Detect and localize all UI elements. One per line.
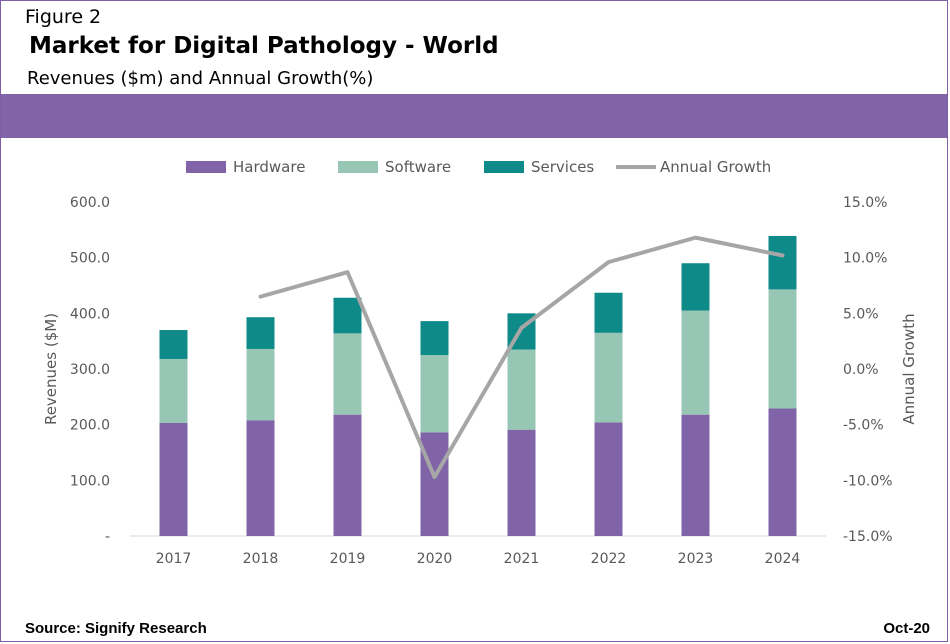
bar-software-2020	[420, 355, 449, 433]
header-band	[1, 94, 947, 138]
x-tick-label: 2020	[417, 551, 453, 567]
bar-services-2019	[333, 297, 362, 334]
x-tick-label: 2021	[504, 551, 540, 567]
bar-software-2024	[768, 289, 797, 409]
x-tick-label: 2022	[591, 551, 627, 567]
bar-services-2020	[420, 321, 449, 356]
y2-axis-title: Annual Growth	[900, 313, 918, 424]
x-tick-label: 2023	[678, 551, 714, 567]
legend-label: Software	[385, 158, 451, 176]
chart-title: Market for Digital Pathology - World	[29, 33, 499, 59]
y2-tick-label: -15.0%	[843, 529, 893, 545]
y2-tick-label: 15.0%	[843, 195, 887, 211]
x-tick-label: 2018	[243, 551, 279, 567]
y-tick-label: 100.0	[70, 473, 110, 489]
bar-services-2018	[246, 317, 275, 349]
legend-label: Hardware	[233, 158, 305, 176]
legend-swatch	[338, 161, 378, 173]
date-note: Oct-20	[883, 620, 930, 637]
bar-hardware-2022	[594, 422, 623, 536]
legend-label: Annual Growth	[660, 158, 771, 176]
x-tick-label: 2024	[765, 551, 801, 567]
bar-software-2022	[594, 332, 623, 423]
bar-services-2023	[681, 263, 710, 311]
chart-subtitle: Revenues ($m) and Annual Growth(%)	[27, 68, 374, 89]
bar-hardware-2019	[333, 414, 362, 536]
bar-hardware-2023	[681, 414, 710, 536]
legend-swatch	[186, 161, 226, 173]
bar-services-2017	[159, 330, 188, 359]
y-tick-label: -	[105, 529, 110, 545]
y2-tick-label: 10.0%	[843, 251, 887, 267]
bar-hardware-2017	[159, 422, 188, 536]
chart-area: - 100.0 200.0 300.0 400.0 500.0 600.0 -15.0% -10…	[42, 158, 918, 567]
y-tick-label: 200.0	[70, 418, 110, 434]
growth-line	[258, 235, 785, 479]
x-tick-label: 2019	[330, 551, 366, 567]
bar-services-2024	[768, 235, 797, 290]
source-note: Source: Signify Research	[25, 620, 207, 637]
bar-services-2022	[594, 292, 623, 333]
y-tick-label: 400.0	[70, 306, 110, 322]
bar-software-2017	[159, 358, 188, 423]
y2-tick-label: 5.0%	[843, 306, 879, 322]
bar-hardware-2018	[246, 420, 275, 536]
figure-label: Figure 2	[25, 6, 102, 28]
y-tick-label: 300.0	[70, 362, 110, 378]
legend-swatch	[484, 161, 524, 173]
bar-hardware-2020	[420, 432, 449, 536]
y2-tick-label: -5.0%	[843, 418, 884, 434]
bar-software-2023	[681, 310, 710, 415]
y-tick-label: 600.0	[70, 195, 110, 211]
legend-label: Services	[531, 158, 594, 176]
y-axis-title: Revenues ($M)	[42, 313, 60, 425]
bar-software-2018	[246, 348, 275, 421]
bar-hardware-2021	[507, 429, 536, 536]
y2-tick-label: 0.0%	[843, 362, 879, 378]
x-tick-label: 2017	[156, 551, 192, 567]
y2-tick-label: -10.0%	[843, 473, 893, 489]
bar-software-2021	[507, 349, 536, 430]
bar-software-2019	[333, 333, 362, 415]
bar-hardware-2024	[768, 408, 797, 536]
y-tick-label: 500.0	[70, 251, 110, 267]
